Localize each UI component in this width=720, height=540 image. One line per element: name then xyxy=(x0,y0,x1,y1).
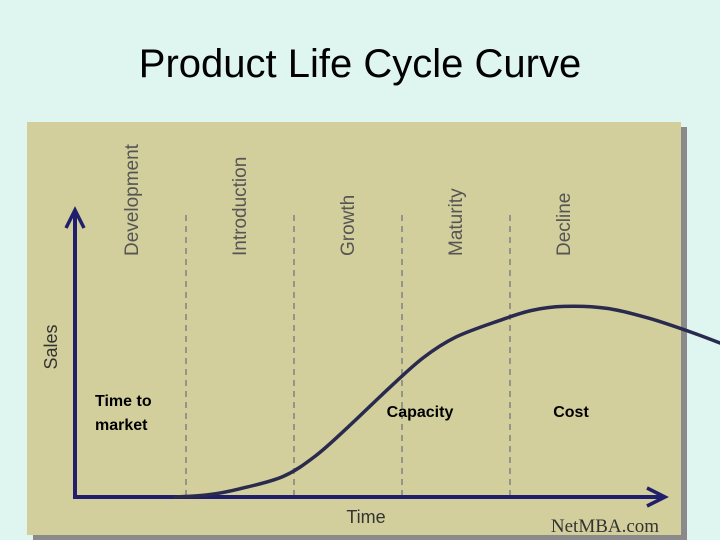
stage-label-development: Development xyxy=(122,143,143,256)
sales-curve xyxy=(173,304,720,499)
slide-title: Product Life Cycle Curve xyxy=(138,42,582,86)
stage-label-maturity: Maturity xyxy=(446,188,467,256)
y-axis-label: Sales xyxy=(41,324,61,369)
annotation-cost: Cost xyxy=(553,404,589,421)
stage-label-introduction: Introduction xyxy=(230,157,251,256)
watermark: NetMBA.com xyxy=(551,516,659,537)
y-axis-arrow xyxy=(64,206,86,229)
x-axis-label: Time xyxy=(346,507,385,527)
annotation-capacity: Capacity xyxy=(387,404,454,421)
stage-label-growth: Growth xyxy=(338,195,359,256)
annotation-time-to-market-line2: market xyxy=(95,417,148,434)
annotation-time-to-market-line1: Time to xyxy=(95,393,152,410)
chart-panel xyxy=(27,122,681,535)
stage-label-decline: Decline xyxy=(554,193,575,256)
x-axis-arrow xyxy=(646,486,669,508)
